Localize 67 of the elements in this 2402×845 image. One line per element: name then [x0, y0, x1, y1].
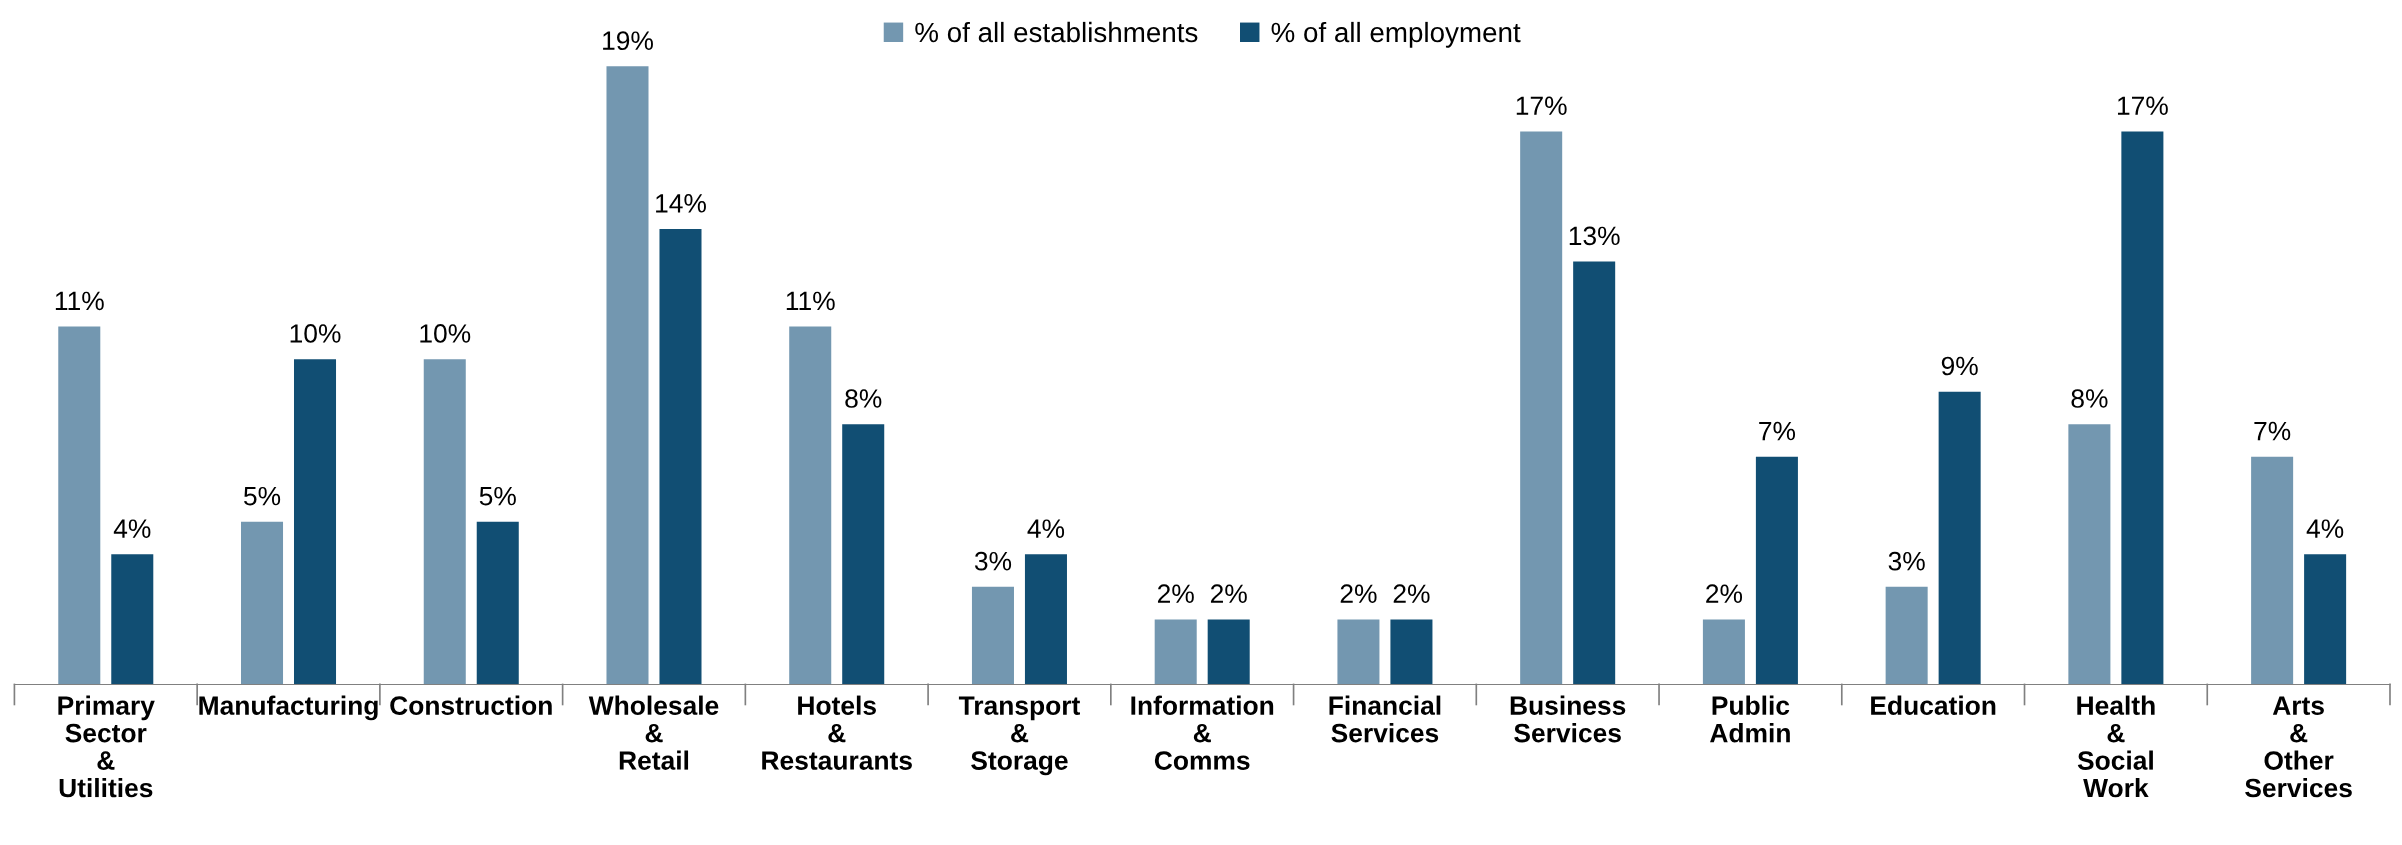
bar — [1520, 131, 1563, 685]
data-label: 2% — [1340, 584, 1377, 603]
data-label: 4% — [2306, 519, 2344, 538]
data-label: 3% — [974, 551, 1012, 571]
bar — [1755, 456, 1798, 685]
bar — [842, 424, 885, 685]
data-label: 4% — [1027, 519, 1065, 538]
bar — [971, 586, 1014, 685]
data-label: 19% — [603, 31, 653, 51]
x-tick-label: Public Admin — [1710, 695, 1790, 743]
data-label: 17% — [1516, 96, 1567, 115]
bar — [423, 359, 466, 685]
bar — [606, 66, 649, 685]
bar — [2304, 554, 2347, 685]
x-tick-label: Information & Comms — [1131, 695, 1274, 770]
x-tick-label: Wholesale & Retail — [588, 695, 719, 770]
x-tick-label: Financial Services — [1329, 695, 1441, 743]
data-label: 5% — [479, 486, 516, 506]
data-label: 2% — [1210, 584, 1247, 603]
bar — [1702, 619, 1745, 685]
data-label: 2% — [1706, 584, 1743, 603]
x-tick-label: Education — [1871, 695, 1996, 715]
x-tick-label: Primary Sector & Utilities — [58, 695, 155, 798]
data-label: 4% — [113, 519, 151, 538]
bar — [2121, 131, 2164, 685]
data-label: 11% — [55, 291, 104, 311]
data-label: 14% — [656, 194, 706, 213]
data-label: 13% — [1569, 226, 1620, 246]
bar — [2068, 424, 2111, 685]
data-label: 9% — [1941, 356, 1978, 376]
bar — [2251, 456, 2294, 685]
bar — [1390, 619, 1433, 685]
x-tick-label: Health & Social Work — [2077, 695, 2155, 798]
data-label: 5% — [244, 486, 281, 506]
x-tick-label: Hotels & Restaurants — [762, 695, 912, 770]
bar — [476, 521, 519, 685]
data-label: 10% — [420, 324, 471, 343]
legend-label: % of all establishments — [915, 21, 1198, 43]
data-label: 11% — [786, 291, 835, 311]
data-label: 7% — [2254, 421, 2291, 441]
bar — [1337, 619, 1380, 685]
bar — [1154, 619, 1197, 685]
bar — [241, 521, 284, 685]
x-tick-label: Construction — [390, 695, 552, 715]
data-label: 7% — [1759, 421, 1796, 441]
data-label: 17% — [2117, 96, 2168, 115]
bar — [111, 554, 154, 685]
bar — [1207, 619, 1250, 685]
bar — [659, 229, 702, 685]
x-tick-label: Manufacturing — [199, 695, 378, 721]
bar — [58, 326, 101, 685]
bar — [1885, 586, 1928, 685]
bar — [1024, 554, 1067, 685]
data-label: 2% — [1157, 584, 1194, 603]
data-label: 8% — [2071, 389, 2108, 408]
legend-label: % of all employment — [1271, 21, 1521, 48]
bar — [294, 359, 337, 685]
data-label: 2% — [1393, 584, 1430, 603]
bar — [1938, 391, 1981, 685]
x-tick-label: Business Services — [1510, 695, 1626, 743]
x-tick-label: Arts & Other Services — [2245, 696, 2352, 798]
x-tick-label: Transport & Storage — [958, 696, 1080, 776]
bar — [789, 326, 832, 685]
bar — [1573, 261, 1616, 685]
data-label: 10% — [290, 324, 341, 343]
data-label: 8% — [845, 389, 882, 408]
data-label: 3% — [1888, 551, 1925, 571]
